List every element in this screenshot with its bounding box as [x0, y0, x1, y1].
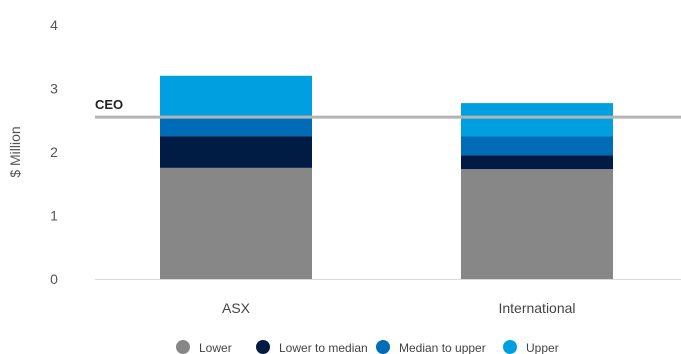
legend-swatch [503, 340, 517, 354]
legend-swatch [256, 340, 270, 354]
category-label: International [498, 300, 575, 316]
y-tick-label: 3 [50, 81, 58, 97]
legend-label: Lower to median [279, 341, 368, 354]
y-tick-label: 0 [50, 271, 58, 287]
ceo-reference-label: CEO [95, 97, 123, 112]
y-tick-label: 4 [50, 17, 58, 33]
category-label: ASX [222, 300, 251, 316]
legend-swatch [176, 340, 190, 354]
bar-segment [160, 75, 312, 118]
legend-swatch [376, 340, 390, 354]
y-axis-ticks: 0 1 2 3 4 [50, 17, 58, 287]
bar-segment [160, 136, 312, 168]
y-tick-label: 2 [50, 144, 58, 160]
bar-segment [461, 155, 613, 170]
bar-segment [461, 136, 613, 156]
legend-label: Upper [526, 341, 559, 354]
bar-segment [160, 117, 312, 137]
legend: Lower Lower to median Median to upper Upper [176, 340, 559, 354]
bar-segment [461, 169, 613, 279]
bars [160, 75, 613, 279]
y-axis-title: $ Million [7, 126, 23, 177]
bar-segment [461, 103, 613, 137]
bar-segment [160, 167, 312, 279]
y-tick-label: 1 [50, 208, 58, 224]
legend-label: Median to upper [399, 341, 486, 354]
category-labels: ASX International [222, 300, 576, 316]
legend-label: Lower [199, 341, 232, 354]
